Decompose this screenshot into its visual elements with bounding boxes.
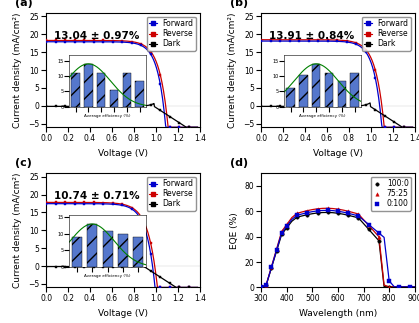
100:0 xyxy=(397,285,402,289)
X-axis label: Voltage (V): Voltage (V) xyxy=(98,309,148,318)
75:25 xyxy=(269,265,274,269)
100:0 xyxy=(269,266,274,270)
Text: (b): (b) xyxy=(230,0,248,8)
100:0 xyxy=(376,239,381,243)
100:0 xyxy=(366,227,371,231)
X-axis label: Wavelength (nm): Wavelength (nm) xyxy=(299,309,377,318)
Legend: Forward, Reverse, Dark: Forward, Reverse, Dark xyxy=(147,17,196,51)
Y-axis label: Current density (mA/cm²): Current density (mA/cm²) xyxy=(228,12,238,128)
0:100 xyxy=(376,231,381,235)
75:25 xyxy=(259,286,264,289)
Text: (a): (a) xyxy=(16,0,33,8)
75:25 xyxy=(284,223,289,226)
100:0 xyxy=(387,285,392,289)
75:25 xyxy=(274,247,279,251)
0:100 xyxy=(259,286,264,289)
Text: (c): (c) xyxy=(16,159,32,169)
X-axis label: Voltage (V): Voltage (V) xyxy=(98,149,148,158)
75:25 xyxy=(407,285,412,289)
Y-axis label: Current density (mA/cm²): Current density (mA/cm²) xyxy=(13,12,22,128)
0:100 xyxy=(269,266,274,269)
100:0 xyxy=(315,211,320,215)
100:0 xyxy=(279,233,284,236)
Text: 13.91 ± 0.84%: 13.91 ± 0.84% xyxy=(269,31,354,41)
Line: 0:100: 0:100 xyxy=(259,209,411,289)
Text: 13.04 ± 0.97%: 13.04 ± 0.97% xyxy=(54,31,139,41)
Y-axis label: Current density (mA/cm²): Current density (mA/cm²) xyxy=(13,172,22,288)
Legend: 100:0, 75:25, 0:100: 100:0, 75:25, 0:100 xyxy=(371,177,411,211)
100:0 xyxy=(295,215,300,219)
Legend: Forward, Reverse, Dark: Forward, Reverse, Dark xyxy=(362,17,411,51)
100:0 xyxy=(325,211,330,214)
Line: 75:25: 75:25 xyxy=(259,206,411,289)
0:100 xyxy=(366,223,371,226)
75:25 xyxy=(305,209,310,213)
Line: 100:0: 100:0 xyxy=(259,211,411,289)
Text: (d): (d) xyxy=(230,159,248,169)
Y-axis label: EQE (%): EQE (%) xyxy=(230,212,239,249)
100:0 xyxy=(356,216,361,220)
X-axis label: Voltage (V): Voltage (V) xyxy=(313,149,363,158)
75:25 xyxy=(376,235,381,239)
75:25 xyxy=(387,285,392,289)
75:25 xyxy=(397,285,402,289)
0:100 xyxy=(279,231,284,235)
0:100 xyxy=(315,209,320,213)
0:100 xyxy=(264,283,269,287)
100:0 xyxy=(264,283,269,287)
0:100 xyxy=(356,214,361,218)
0:100 xyxy=(346,211,351,215)
75:25 xyxy=(264,283,269,287)
100:0 xyxy=(407,285,412,289)
75:25 xyxy=(346,209,351,213)
100:0 xyxy=(284,226,289,230)
100:0 xyxy=(305,213,310,217)
100:0 xyxy=(274,249,279,253)
0:100 xyxy=(336,209,341,213)
75:25 xyxy=(356,212,361,216)
0:100 xyxy=(305,211,310,214)
75:25 xyxy=(336,207,341,211)
0:100 xyxy=(325,208,330,212)
0:100 xyxy=(407,285,412,289)
100:0 xyxy=(346,213,351,217)
100:0 xyxy=(259,286,264,289)
Legend: Forward, Reverse, Dark: Forward, Reverse, Dark xyxy=(147,177,196,211)
Text: 10.74 ± 0.71%: 10.74 ± 0.71% xyxy=(54,192,140,201)
75:25 xyxy=(366,224,371,227)
75:25 xyxy=(325,206,330,210)
0:100 xyxy=(397,285,402,289)
75:25 xyxy=(295,211,300,215)
0:100 xyxy=(387,279,392,283)
75:25 xyxy=(279,230,284,234)
0:100 xyxy=(274,248,279,252)
100:0 xyxy=(336,211,341,215)
0:100 xyxy=(295,213,300,217)
75:25 xyxy=(315,207,320,211)
0:100 xyxy=(284,224,289,228)
